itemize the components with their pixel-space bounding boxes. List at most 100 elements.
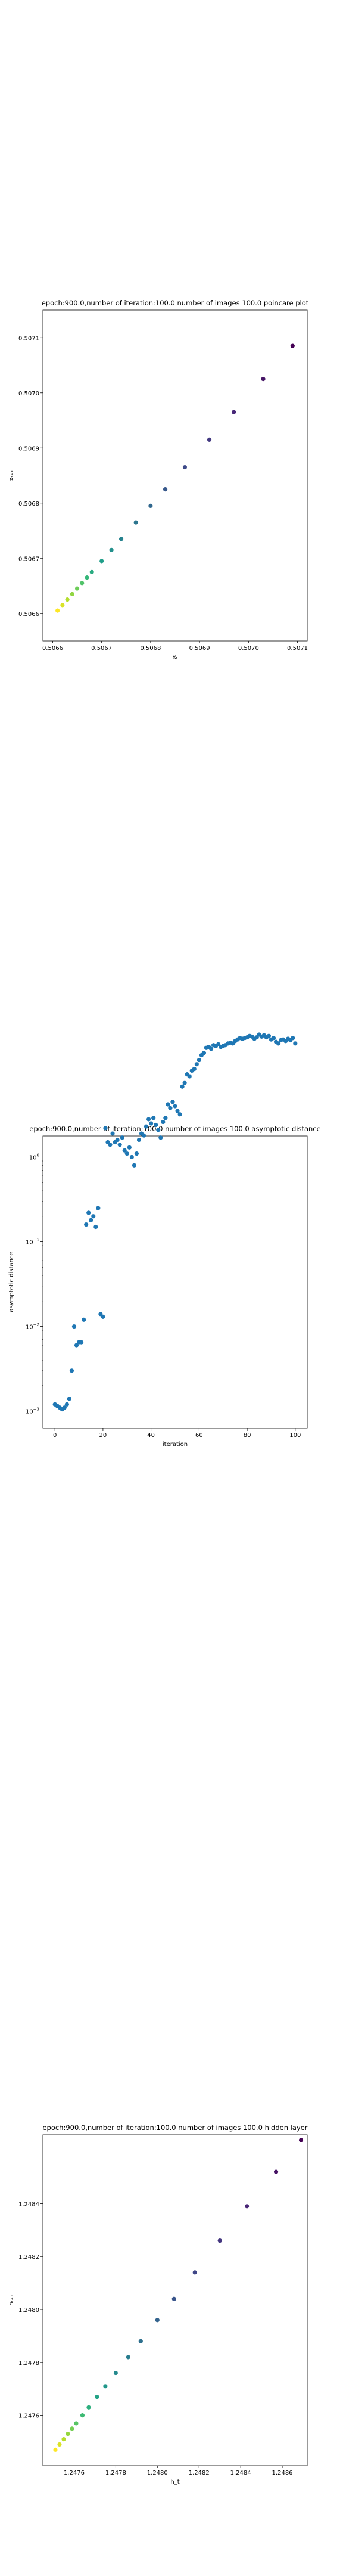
chart-title: epoch:900.0,number of iteration:100.0 nu…: [29, 1125, 320, 1133]
data-point: [161, 1119, 166, 1125]
data-point: [85, 575, 89, 580]
data-point: [108, 1143, 113, 1147]
data-point: [79, 1340, 84, 1345]
data-point: [182, 1080, 187, 1085]
y-tick-label: 1.2480: [18, 2307, 39, 2314]
x-tick-label: 60: [195, 1432, 203, 1439]
data-point: [69, 1368, 74, 1373]
chart-3: epoch:900.0,number of iteration:100.0 nu…: [8, 2123, 308, 2485]
y-tick-label: 10−1: [26, 1238, 39, 1246]
data-point: [136, 1137, 142, 1143]
data-point: [170, 1100, 175, 1104]
y-tick-label: 0.5067: [18, 556, 39, 562]
data-point: [89, 1218, 93, 1222]
plot-frame: [42, 2134, 308, 2466]
x-tick-label: 80: [244, 1432, 251, 1439]
x-tick-label: 1.2480: [147, 2470, 168, 2476]
y-tick-base: 10: [26, 1240, 33, 1246]
data-point: [177, 1112, 182, 1117]
x-tick-label: 0: [53, 1432, 57, 1439]
data-point: [124, 1151, 129, 1156]
data-point: [103, 1126, 108, 1131]
data-point: [99, 559, 104, 564]
data-point: [70, 2426, 74, 2431]
x-tick-label: 1.2486: [272, 2470, 293, 2476]
data-point: [120, 1135, 124, 1140]
plot-frame: [42, 1135, 308, 1429]
y-tick-label: 10−3: [26, 1407, 39, 1416]
data-point: [163, 1116, 168, 1120]
data-point: [101, 1314, 105, 1319]
data-point: [141, 1133, 146, 1138]
data-point: [155, 2318, 160, 2323]
data-point: [53, 2447, 58, 2452]
data-point: [66, 2432, 70, 2436]
y-tick-exponent: −3: [33, 1407, 39, 1412]
data-point: [74, 586, 80, 591]
data-point: [57, 2442, 62, 2447]
y-tick-base: 10: [26, 1409, 33, 1416]
x-tick-label: 0.5070: [238, 645, 259, 652]
y-tick-base: 10: [29, 1155, 37, 1162]
data-point: [156, 1128, 161, 1132]
data-point: [271, 1036, 276, 1041]
data-point: [127, 1145, 132, 1150]
data-point: [62, 1405, 67, 1410]
data-point: [166, 1102, 170, 1107]
y-tick-exponent: −2: [33, 1323, 39, 1327]
y-axis-label: hₜ₊₁: [8, 2295, 15, 2306]
y-tick-label: 1.2478: [18, 2360, 39, 2367]
y-tick-label: 1.2484: [18, 2201, 39, 2207]
data-point: [192, 2270, 197, 2275]
x-tick-label: 0.5066: [42, 645, 63, 652]
data-point: [65, 597, 70, 602]
data-point: [197, 1058, 201, 1063]
data-point: [261, 377, 266, 382]
chart-2: epoch:900.0,number of iteration:100.0 nu…: [8, 1032, 321, 1448]
data-point: [201, 1051, 207, 1055]
data-point: [126, 2355, 130, 2360]
data-point: [217, 2238, 222, 2243]
x-tick-label: 1.2478: [105, 2470, 126, 2476]
y-tick-exponent: 0: [37, 1153, 39, 1158]
y-axis-label: xₜ₊₁: [8, 470, 15, 481]
data-point: [232, 410, 236, 414]
y-tick-base: 10: [26, 1324, 33, 1331]
y-axis-label: asymptotic distance: [8, 1252, 15, 1312]
data-point: [82, 1317, 86, 1322]
x-tick-label: 0.5068: [140, 645, 161, 652]
data-point: [84, 1222, 89, 1227]
y-tick-label: 1.2482: [18, 2254, 39, 2261]
data-point: [133, 520, 138, 525]
y-tick-label: 0.5066: [18, 611, 39, 618]
data-point: [194, 1062, 199, 1067]
data-point: [86, 2405, 91, 2410]
data-point: [207, 437, 212, 442]
data-point: [129, 1154, 134, 1160]
data-point: [91, 1214, 96, 1219]
data-point: [93, 1224, 98, 1230]
data-point: [74, 1343, 79, 1348]
chart-title: epoch:900.0,number of iteration:100.0 nu…: [42, 299, 309, 307]
data-point: [80, 581, 85, 586]
y-tick-label: 1.2476: [18, 2413, 39, 2420]
data-point: [175, 1109, 180, 1113]
data-point: [60, 603, 65, 608]
data-point: [61, 2437, 66, 2442]
data-point: [146, 1117, 151, 1122]
data-point: [103, 2384, 108, 2389]
y-tick-exponent: −1: [33, 1238, 39, 1243]
data-point: [154, 1122, 158, 1128]
y-tick-label: 10−2: [26, 1323, 39, 1331]
x-tick-label: 0.5071: [287, 645, 308, 652]
data-point: [290, 343, 295, 348]
data-point: [151, 1116, 156, 1120]
x-axis-label: iteration: [163, 1441, 188, 1448]
data-point: [245, 2204, 250, 2209]
x-tick-label: 40: [147, 1432, 155, 1439]
y-tick-label: 0.5069: [18, 445, 39, 452]
data-point: [74, 2421, 79, 2426]
data-point: [180, 1084, 185, 1089]
